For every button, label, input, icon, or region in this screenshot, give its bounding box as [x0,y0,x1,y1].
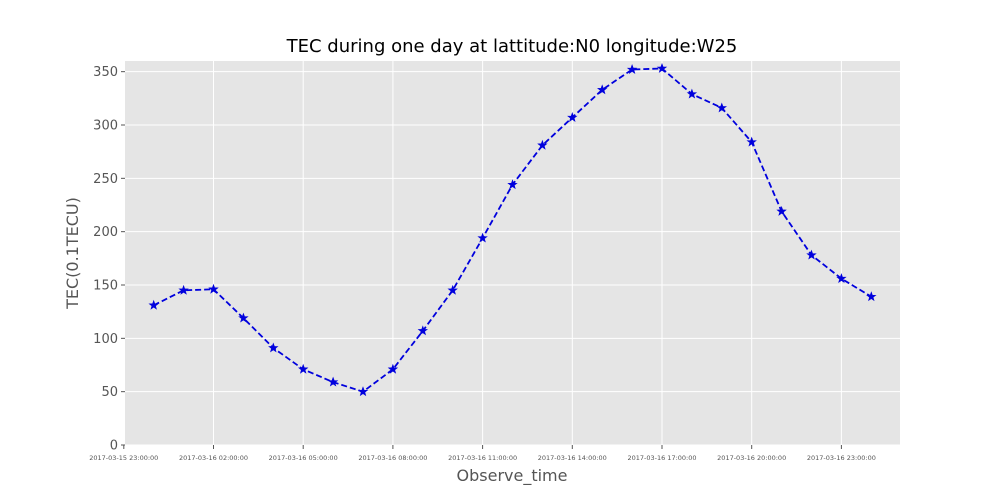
y-tick-label: 350 [93,65,118,80]
y-tick-label: 300 [93,119,118,134]
data-point-star [208,283,219,294]
data-point-star [686,88,698,99]
y-tick-label: 200 [93,225,118,240]
data-point-star [477,232,488,243]
data-point-star [507,179,518,190]
x-tick-label: 2017-03-16 23:00:00 [807,454,876,462]
data-point-star [447,284,458,295]
data-point-star [776,205,787,216]
data-point-star [746,136,757,147]
data-point-star [537,139,548,150]
x-tick-label: 2017-03-16 05:00:00 [269,454,338,462]
x-tick-label: 2017-03-16 20:00:00 [717,454,786,462]
y-tick-label: 50 [101,385,118,400]
data-point-star [836,273,847,284]
data-point-star [178,284,189,295]
y-tick-label: 150 [93,279,118,294]
x-tick-label: 2017-03-16 08:00:00 [358,454,427,462]
x-tick-label: 2017-03-16 11:00:00 [448,454,517,462]
y-tick-label: 100 [93,332,118,347]
data-point-star [567,112,578,122]
axes: 0 50 100 150 200 250 300 350 2017-03-15 23:00:00… [89,65,876,462]
y-tick-label: 250 [93,172,118,187]
data-point-star [417,325,429,336]
data-point-star [238,312,249,323]
chart-title: TEC during one day at lattitude:N0 longi… [286,36,738,57]
plot-area [125,61,900,445]
data-point-star [387,363,399,374]
grid-lines [123,61,900,446]
data-point-star [327,376,339,387]
data-point-star [148,299,159,310]
x-tick-label: 2017-03-15 23:00:00 [89,454,158,462]
data-point-star [806,249,817,260]
y-tick-label: 0 [110,439,118,454]
series-group [148,62,877,397]
x-axis-label: Observe_time [457,466,568,486]
data-point-star [596,84,608,95]
x-tick-label: 2017-03-16 17:00:00 [627,454,696,462]
data-point-star [626,64,638,74]
data-point-star [656,62,668,73]
x-tick-label: 2017-03-16 14:00:00 [538,454,607,462]
x-tick-label: 2017-03-16 02:00:00 [179,454,248,462]
data-point-star [716,102,728,113]
data-point-star [866,291,877,302]
y-axis-label: TEC(0.1TECU) [63,197,82,310]
data-point-star [268,342,279,353]
data-point-star [357,386,369,397]
data-point-star [297,363,309,374]
